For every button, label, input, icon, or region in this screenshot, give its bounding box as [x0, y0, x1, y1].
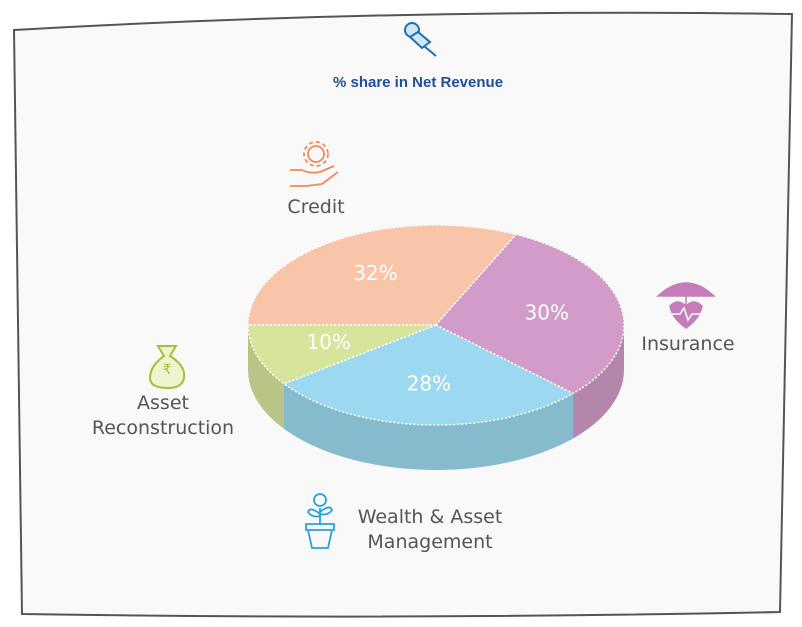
svg-text:₹: ₹	[163, 362, 172, 378]
slice-side	[283, 383, 574, 470]
chart-title: % share in Net Revenue	[332, 74, 504, 91]
slice-side	[248, 325, 284, 429]
pin-icon	[404, 22, 437, 57]
slice	[434, 233, 625, 395]
slice	[282, 324, 575, 426]
credit-icon	[290, 141, 339, 187]
slice-side	[573, 325, 624, 439]
value-label: 30%	[525, 300, 569, 324]
slice	[247, 324, 437, 385]
value-label: 32%	[353, 261, 397, 285]
plant-icon	[305, 493, 335, 549]
money-bag-icon: ₹	[148, 345, 186, 390]
category-label: Wealth & Asset Management	[357, 506, 503, 553]
insurance-icon	[656, 282, 716, 329]
category-label: Asset Reconstruction	[91, 392, 235, 439]
slice	[247, 224, 518, 326]
value-label: 10%	[306, 330, 350, 354]
category-label: Credit	[287, 196, 345, 218]
pie: 32% 30% 28% 10%	[247, 224, 625, 470]
category-label: Insurance	[641, 333, 735, 355]
value-label: 28%	[407, 371, 451, 395]
